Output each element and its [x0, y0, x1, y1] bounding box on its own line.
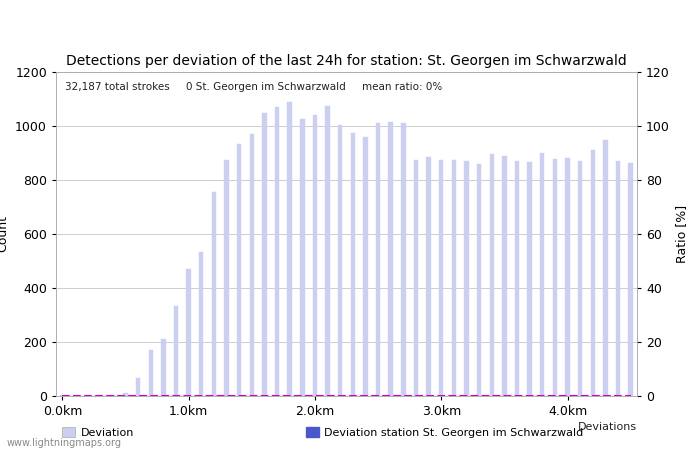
- Bar: [211, 192, 216, 396]
- Text: Deviations: Deviations: [578, 422, 637, 432]
- Bar: [351, 133, 355, 396]
- Bar: [591, 150, 595, 396]
- Bar: [136, 378, 140, 396]
- Bar: [85, 395, 90, 396]
- Text: www.lightningmaps.org: www.lightningmaps.org: [7, 438, 122, 448]
- Bar: [250, 134, 254, 396]
- Bar: [566, 158, 570, 396]
- Bar: [464, 161, 469, 396]
- Bar: [540, 153, 545, 396]
- Bar: [477, 164, 482, 396]
- Text: 32,187 total strokes     0 St. Georgen im Schwarzwald     mean ratio: 0%: 32,187 total strokes 0 St. Georgen im Sc…: [64, 82, 442, 92]
- Bar: [123, 393, 127, 396]
- Bar: [616, 161, 620, 396]
- Bar: [275, 107, 279, 396]
- Bar: [300, 119, 304, 396]
- Title: Detections per deviation of the last 24h for station: St. Georgen im Schwarzwald: Detections per deviation of the last 24h…: [66, 54, 627, 68]
- Bar: [527, 162, 532, 396]
- Bar: [376, 123, 380, 396]
- Bar: [288, 102, 292, 396]
- Bar: [502, 156, 507, 396]
- Y-axis label: Count: Count: [0, 216, 10, 252]
- Bar: [603, 140, 608, 396]
- Bar: [161, 339, 166, 396]
- Bar: [439, 160, 443, 396]
- Bar: [414, 160, 418, 396]
- Bar: [489, 154, 494, 396]
- Bar: [363, 137, 368, 396]
- Bar: [186, 269, 191, 396]
- Bar: [629, 163, 633, 396]
- Bar: [426, 157, 430, 396]
- Bar: [111, 395, 115, 396]
- Bar: [148, 350, 153, 396]
- Bar: [313, 115, 317, 396]
- Bar: [326, 106, 330, 396]
- Bar: [224, 160, 229, 396]
- Bar: [174, 306, 178, 396]
- Y-axis label: Ratio [%]: Ratio [%]: [676, 205, 689, 263]
- Bar: [262, 112, 267, 396]
- Bar: [514, 161, 519, 396]
- Bar: [338, 125, 342, 396]
- Bar: [452, 160, 456, 396]
- Bar: [237, 144, 242, 396]
- Bar: [389, 122, 393, 396]
- Bar: [401, 123, 405, 396]
- Bar: [578, 161, 582, 396]
- Bar: [553, 159, 557, 396]
- Bar: [199, 252, 204, 396]
